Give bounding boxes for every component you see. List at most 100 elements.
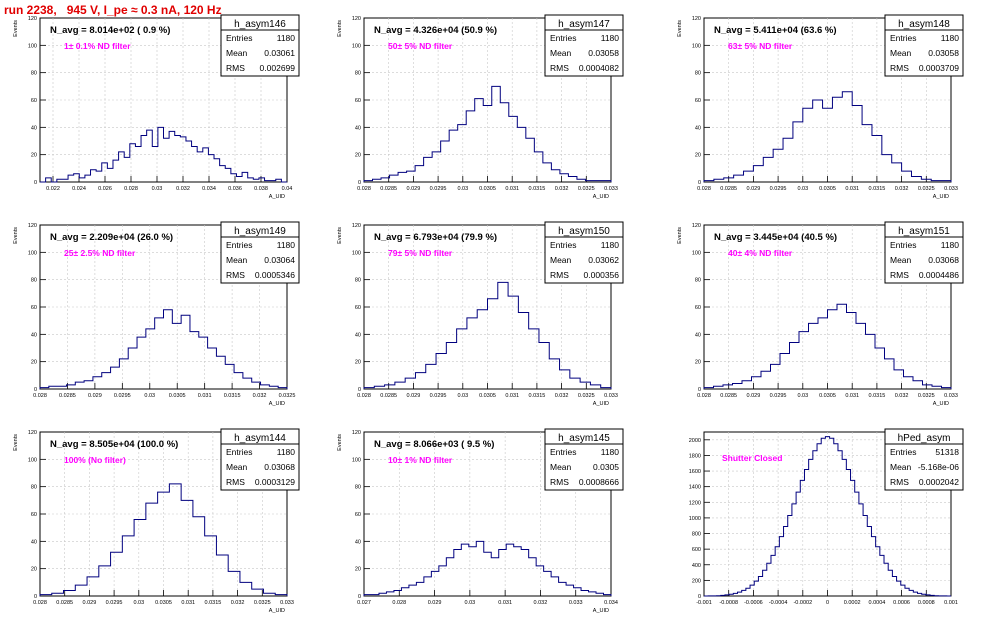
histogram-name: h_asym144 — [234, 433, 286, 444]
histogram-line — [39, 309, 288, 389]
x-tick-label: 0.032 — [253, 393, 267, 399]
y-tick-label: 20 — [31, 567, 37, 573]
filter-annotation: 25± 2.5% ND filter — [64, 248, 136, 258]
x-tick-label: 0.0325 — [918, 186, 935, 192]
stats-key: Entries — [550, 240, 576, 250]
x-tick-label: 0.024 — [72, 186, 86, 192]
x-tick-label: 0.04 — [282, 186, 293, 192]
y-tick-label: 120 — [352, 223, 361, 229]
x-tick-label: 0.0285 — [56, 600, 73, 606]
y-tick-label: 60 — [695, 98, 701, 104]
stats-key: RMS — [890, 270, 909, 280]
x-tick-label: 0.033 — [944, 393, 958, 399]
y-tick-label: 600 — [692, 547, 701, 553]
y-tick-label: 40 — [355, 332, 361, 338]
stats-key: Entries — [550, 33, 576, 43]
x-tick-label: 0.0305 — [169, 393, 186, 399]
stats-key: Mean — [550, 48, 572, 58]
histogram-line — [703, 91, 952, 182]
x-tick-label: 0.022 — [46, 186, 60, 192]
y-tick-label: 20 — [31, 153, 37, 159]
x-tick-label: 0.028 — [33, 600, 47, 606]
x-tick-label: 0.028 — [697, 393, 711, 399]
x-tick-label: -0.0006 — [744, 600, 763, 606]
x-tick-label: 0.0002 — [844, 600, 861, 606]
stats-box — [220, 428, 300, 491]
histogram-title: N_avg = 5.411e+04 (63.6 %) — [714, 25, 837, 36]
filter-annotation: 40± 4% ND filter — [728, 248, 793, 258]
stats-value: 1180 — [277, 240, 296, 250]
y-tick-label: 80 — [31, 278, 37, 284]
stats-key: RMS — [890, 477, 909, 487]
x-tick-label: -0.0002 — [793, 600, 812, 606]
x-tick-label: 0.026 — [98, 186, 112, 192]
y-tick-label: 120 — [28, 16, 37, 22]
stats-key: RMS — [550, 63, 569, 73]
x-tick-label: 0.033 — [280, 600, 294, 606]
histogram-panel: 0 20 40 60 80 100 120 0.027 0.028 0.029 0.03 0.031 0… — [337, 428, 624, 614]
x-axis-label: A_UID — [593, 401, 609, 407]
filter-annotation: 100% (No filter) — [64, 455, 126, 465]
x-tick-label: 0.0295 — [770, 186, 787, 192]
stats-value: 0.0003709 — [919, 63, 959, 73]
histogram-title: N_avg = 2.209e+04 (26.0 %) — [50, 232, 173, 243]
stats-key: RMS — [550, 477, 569, 487]
stats-value: 0.0003129 — [255, 477, 295, 487]
x-tick-label: 0.0285 — [380, 186, 397, 192]
x-tick-label: 0.0295 — [106, 600, 123, 606]
filter-annotation: 79± 5% ND filter — [388, 248, 453, 258]
stats-key: Entries — [890, 447, 916, 457]
stats-box — [884, 221, 964, 284]
y-tick-label: 80 — [355, 278, 361, 284]
histogram-panel: 0 20 40 60 80 100 120 0.028 0.0285 0.029 0.0295 0.0… — [677, 14, 964, 200]
y-tick-label: 120 — [692, 223, 701, 229]
x-tick-label: 0.03 — [152, 186, 163, 192]
y-axis-label: Events — [337, 20, 343, 37]
stats-key: Entries — [226, 240, 252, 250]
x-tick-label: 0.031 — [198, 393, 212, 399]
histogram-panel: 0 20 40 60 80 100 120 0.028 0.0285 0.029 0.0295 0.0… — [337, 221, 624, 407]
x-axis-label: A_UID — [933, 194, 949, 200]
y-tick-label: 20 — [355, 567, 361, 573]
stats-key: Mean — [890, 48, 912, 58]
y-tick-label: 0 — [698, 180, 701, 186]
x-tick-label: 0.032 — [534, 600, 548, 606]
y-tick-label: 120 — [28, 430, 37, 436]
stats-value: 0.0004082 — [579, 63, 619, 73]
y-tick-label: 60 — [355, 512, 361, 518]
y-tick-label: 80 — [31, 71, 37, 77]
y-tick-label: 1800 — [689, 453, 701, 459]
stats-key: Mean — [890, 462, 912, 472]
stats-key: Mean — [226, 255, 248, 265]
histogram-name: h_asym146 — [234, 19, 286, 30]
histogram-line — [40, 126, 287, 183]
stats-value: 0.0008666 — [579, 477, 619, 487]
histogram-panel: 0 200 400 600 800 1000 1200 1400 1600 1800 2000 -0.… — [689, 428, 964, 606]
y-tick-label: 1400 — [689, 485, 701, 491]
y-tick-label: 40 — [695, 332, 701, 338]
stats-value: 0.03061 — [264, 48, 295, 58]
y-tick-label: 60 — [31, 512, 37, 518]
stats-value: 0.03068 — [928, 255, 959, 265]
histogram-title: N_avg = 6.793e+04 (79.9 %) — [374, 232, 497, 243]
stats-key: Mean — [890, 255, 912, 265]
x-tick-label: 0.032 — [895, 393, 909, 399]
y-tick-label: 100 — [28, 457, 37, 463]
histogram-line — [39, 483, 288, 596]
y-tick-label: 120 — [28, 223, 37, 229]
histogram-line — [704, 436, 951, 597]
histogram-title: N_avg = 8.505e+04 (100.0 %) — [50, 439, 178, 450]
stats-box — [544, 428, 624, 491]
histogram-name: h_asym150 — [558, 226, 610, 237]
x-tick-label: 0.033 — [944, 186, 958, 192]
x-tick-label: 0.036 — [228, 186, 242, 192]
x-tick-label: 0.033 — [569, 600, 583, 606]
x-axis-label: A_UID — [593, 608, 609, 614]
stats-box — [220, 14, 300, 77]
x-tick-label: 0.0008 — [918, 600, 935, 606]
y-axis-label: Events — [13, 20, 19, 37]
filter-annotation: 63± 5% ND filter — [728, 41, 793, 51]
y-tick-label: 20 — [31, 360, 37, 366]
y-tick-label: 60 — [31, 98, 37, 104]
